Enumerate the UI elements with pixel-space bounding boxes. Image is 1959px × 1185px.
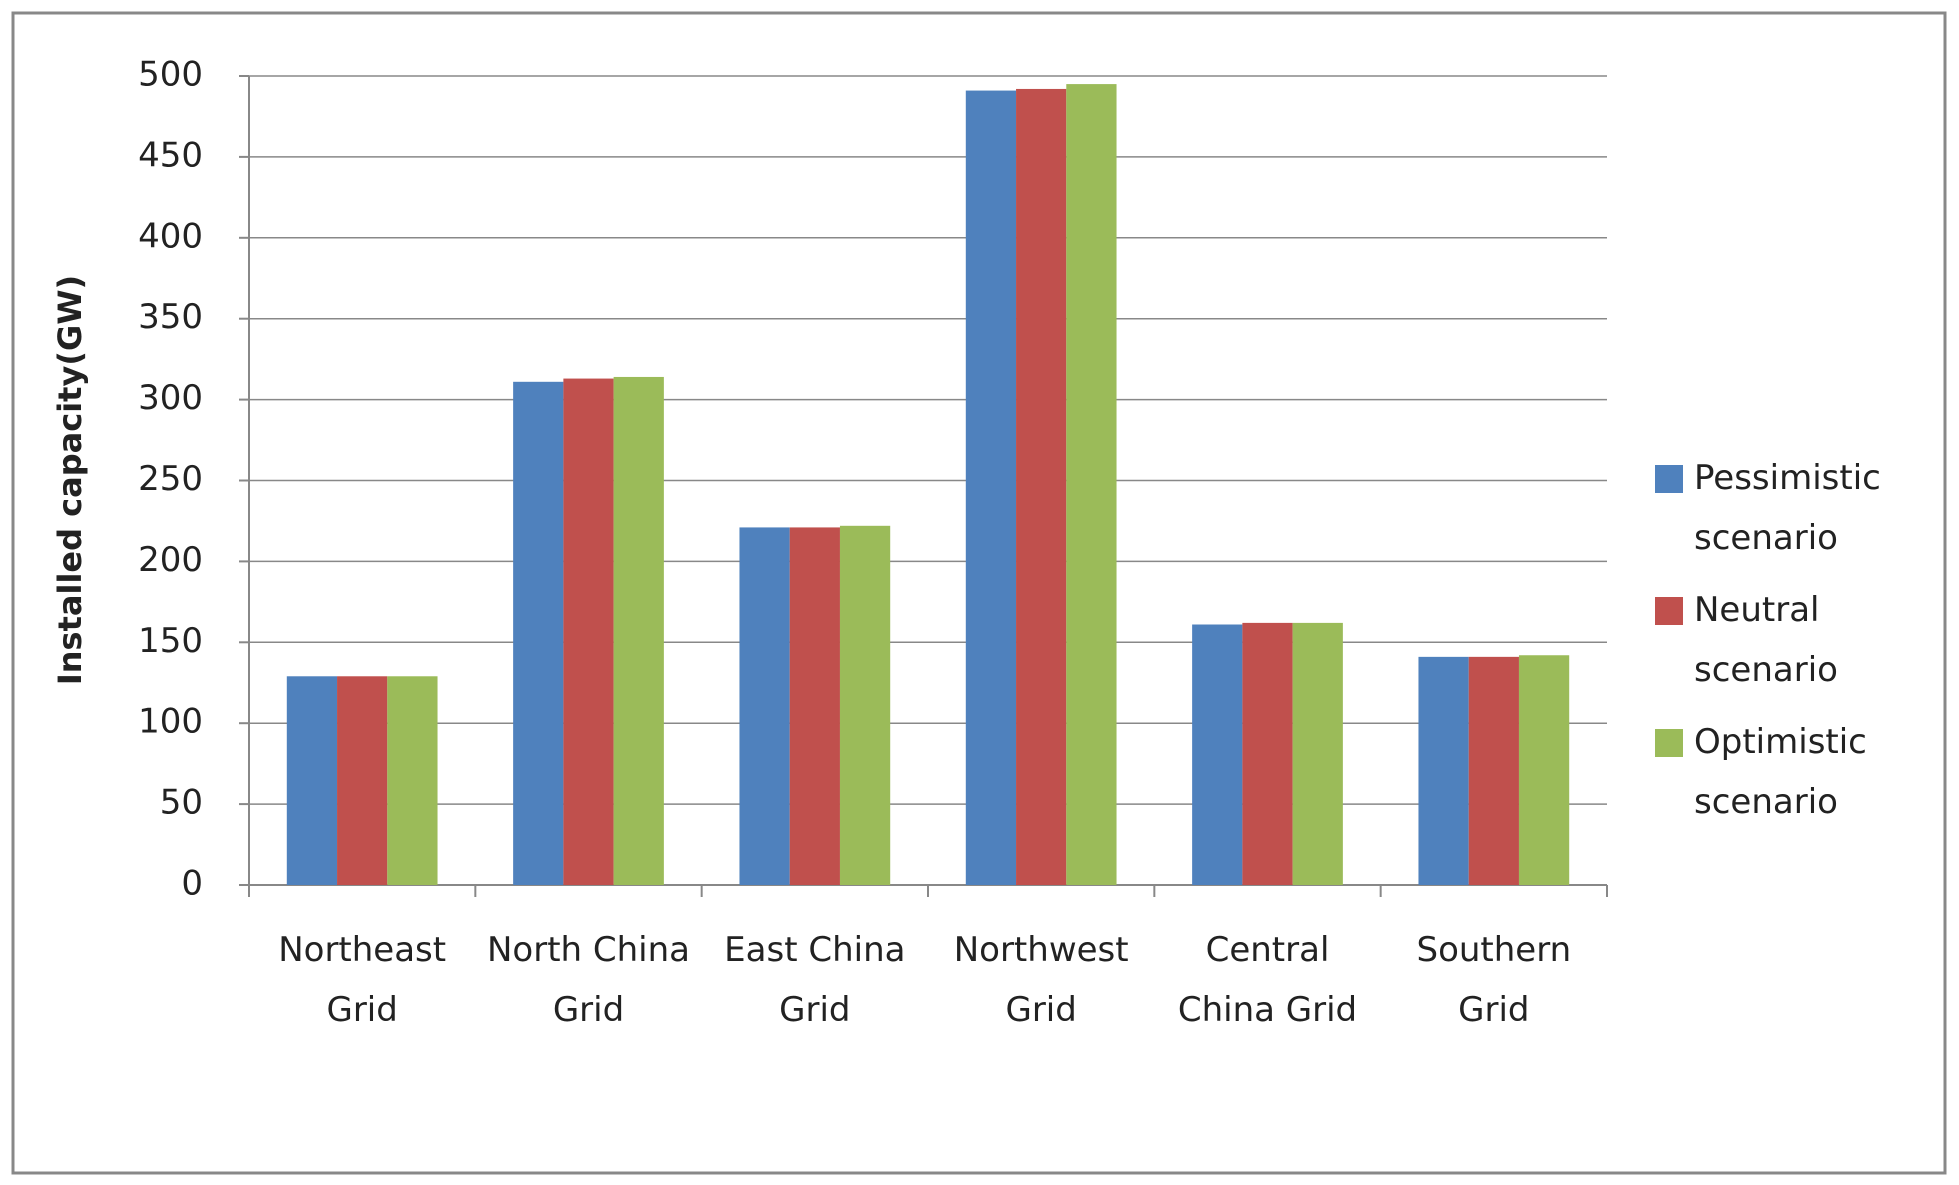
bar: [739, 527, 790, 885]
bar: [337, 676, 388, 885]
y-tick-label: 250: [138, 459, 203, 499]
bar: [1016, 88, 1067, 886]
bar: [1066, 84, 1117, 886]
bar: [613, 376, 664, 885]
y-tick-label: 150: [138, 621, 203, 661]
y-tick-label: 400: [138, 216, 203, 256]
bar: [789, 527, 840, 885]
y-tick-label: 300: [138, 378, 203, 418]
bar: [839, 525, 891, 885]
x-tick-label: East China Grid: [724, 930, 905, 1030]
y-axis-title: Installed capacity(GW): [51, 275, 89, 685]
legend-swatch: [1655, 729, 1683, 757]
x-tick-label: Central China Grid: [1178, 930, 1357, 1030]
bar: [1242, 622, 1293, 885]
x-tick-label: Northwest Grid: [954, 930, 1129, 1030]
legend-swatch: [1655, 597, 1683, 625]
legend-label: Neutral scenario: [1694, 590, 1838, 690]
bar: [1518, 655, 1570, 885]
y-tick-label: 450: [138, 135, 203, 175]
legend-label: Pessimistic scenario: [1694, 458, 1881, 558]
y-tick-label: 50: [160, 783, 203, 823]
y-tick-label: 200: [138, 540, 203, 580]
bar: [1292, 622, 1343, 885]
bar: [387, 676, 438, 885]
legend-swatch: [1655, 465, 1683, 493]
y-tick-label: 500: [138, 55, 203, 95]
bar: [1468, 656, 1519, 885]
legend-label: Optimistic scenario: [1694, 722, 1867, 822]
bar: [563, 378, 614, 885]
bar: [1192, 624, 1243, 885]
y-tick-label: 350: [138, 297, 203, 337]
bar: [513, 381, 564, 885]
bar: [1418, 656, 1469, 885]
bar: [965, 90, 1017, 885]
y-tick-label: 100: [138, 702, 203, 742]
bar: [286, 676, 338, 885]
y-tick-label: 0: [181, 864, 203, 904]
x-tick-label: Southern Grid: [1416, 930, 1571, 1030]
x-tick-label: North China Grid: [487, 930, 690, 1030]
x-tick-label: Northeast Grid: [278, 930, 446, 1030]
